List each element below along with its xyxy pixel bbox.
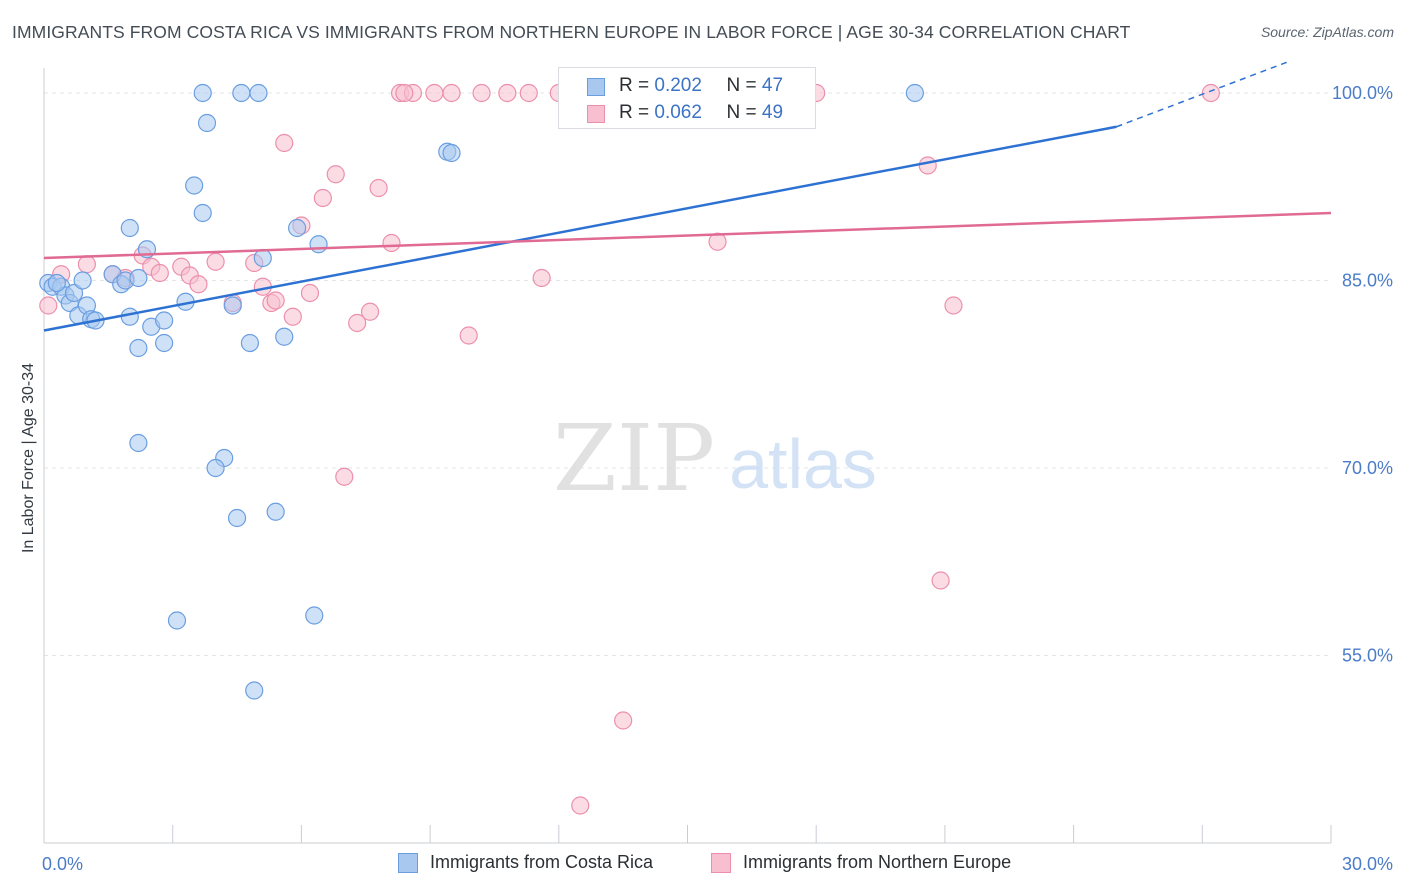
northern-europe-point	[300, 283, 320, 303]
series-swatch-northern-europe	[711, 853, 731, 873]
source-label: Source: ZipAtlas.com	[1260, 24, 1394, 40]
watermark-zip: ZIP	[553, 405, 715, 512]
costa-rica-point	[288, 218, 307, 238]
costa-rica-point	[155, 311, 174, 330]
costa-rica-point	[305, 606, 324, 625]
legend-r-value-costa-rica: 0.202	[654, 75, 702, 96]
northern-europe-point	[360, 302, 380, 321]
series-legend: Immigrants from Costa Rica Immigrants fr…	[0, 852, 1406, 876]
costa-rica-trend-line	[43, 125, 1117, 332]
legend-swatch-blue	[587, 78, 605, 96]
y-tick-label: 85.0%	[1342, 271, 1393, 291]
northern-europe-point	[498, 83, 517, 103]
costa-rica-point	[185, 176, 204, 195]
costa-rica-points	[39, 83, 924, 700]
northern-europe-point	[931, 571, 950, 590]
northern-europe-point	[571, 796, 590, 815]
northern-europe-point	[425, 83, 444, 103]
costa-rica-point	[442, 143, 461, 163]
northern-europe-trend-line	[43, 211, 1332, 260]
costa-rica-point	[193, 203, 212, 223]
costa-rica-point	[240, 333, 260, 353]
northern-europe-point	[266, 291, 285, 310]
costa-rica-point	[73, 271, 92, 290]
northern-europe-point	[369, 178, 388, 198]
legend-r-label: R =	[619, 75, 650, 96]
costa-rica-point	[120, 307, 139, 326]
series-label-costa-rica: Immigrants from Costa Rica	[430, 852, 654, 872]
costa-rica-point	[64, 283, 84, 303]
northern-europe-point	[382, 233, 401, 253]
axis-layer	[43, 68, 1332, 844]
costa-rica-point	[232, 83, 251, 103]
series-swatch-costa-rica	[398, 853, 418, 873]
northern-europe-point	[313, 188, 332, 208]
chart-title: IMMIGRANTS FROM COSTA RICA VS IMMIGRANTS…	[12, 22, 1131, 42]
costa-rica-point	[223, 296, 242, 315]
northern-europe-point	[472, 83, 491, 103]
northern-europe-point	[944, 296, 963, 315]
legend-r-value-northern-europe: 0.062	[654, 102, 702, 123]
northern-europe-point	[283, 307, 302, 326]
costa-rica-point	[309, 235, 328, 254]
costa-rica-point	[245, 681, 264, 700]
series-label-northern-europe: Immigrants from Northern Europe	[743, 852, 1012, 872]
northern-europe-point	[614, 711, 633, 730]
trend-lines	[43, 61, 1332, 332]
costa-rica-point	[266, 502, 285, 521]
costa-rica-point	[227, 508, 247, 528]
legend-row-costa-rica: R = 0.202 N = 47	[587, 75, 784, 101]
northern-europe-point	[189, 275, 208, 294]
costa-rica-point	[253, 248, 272, 268]
correlation-legend: R = 0.202 N = 47 R = 0.062 N = 49	[558, 67, 816, 129]
costa-rica-point	[249, 83, 268, 103]
y-tick-label: 100.0%	[1332, 83, 1393, 103]
northern-europe-point	[395, 83, 414, 103]
northern-europe-point	[206, 252, 225, 271]
northern-europe-point	[1201, 83, 1220, 103]
costa-rica-point	[155, 333, 174, 353]
northern-europe-point	[519, 83, 538, 103]
northern-europe-point	[275, 133, 294, 153]
legend-n-label: N =	[726, 75, 757, 96]
northern-europe-point	[348, 313, 367, 333]
legend-r-label: R =	[619, 102, 650, 123]
costa-rica-point	[47, 273, 66, 293]
grid-layer	[44, 92, 1331, 656]
northern-europe-point	[918, 156, 937, 175]
northern-europe-point	[442, 83, 461, 103]
costa-rica-point	[197, 113, 217, 133]
costa-rica-point	[129, 268, 148, 288]
legend-n-value-northern-europe: 49	[761, 102, 784, 123]
legend-n-label: N =	[726, 102, 757, 123]
y-tick-label: 70.0%	[1342, 458, 1393, 478]
costa-rica-trend-extension	[1116, 61, 1289, 128]
northern-europe-point	[150, 263, 169, 283]
legend-swatch-pink	[587, 105, 605, 123]
costa-rica-point	[129, 433, 148, 453]
northern-europe-point	[39, 296, 58, 315]
costa-rica-point	[167, 611, 187, 630]
watermark-atlas: atlas	[729, 425, 877, 503]
tick-labels: 100.0% 85.0% 70.0% 55.0% 0.0% 30.0%	[42, 83, 1393, 874]
costa-rica-point	[905, 83, 924, 103]
legend-row-northern-europe: R = 0.062 N = 49	[587, 102, 784, 128]
northern-europe-point	[326, 165, 345, 184]
y-tick-label: 55.0%	[1342, 646, 1393, 666]
x-tick-label: 0.0%	[42, 854, 83, 874]
x-tick-label: 30.0%	[1342, 854, 1393, 874]
costa-rica-point	[275, 327, 294, 346]
costa-rica-point	[193, 83, 212, 103]
watermark: ZIP atlas	[553, 405, 877, 512]
northern-europe-point	[77, 255, 97, 274]
legend-n-value-costa-rica: 47	[761, 75, 784, 96]
northern-europe-point	[532, 268, 551, 288]
costa-rica-point	[129, 338, 148, 358]
northern-europe-point	[335, 467, 354, 486]
costa-rica-point	[206, 458, 225, 478]
northern-europe-point	[459, 326, 478, 345]
costa-rica-point	[120, 218, 139, 238]
